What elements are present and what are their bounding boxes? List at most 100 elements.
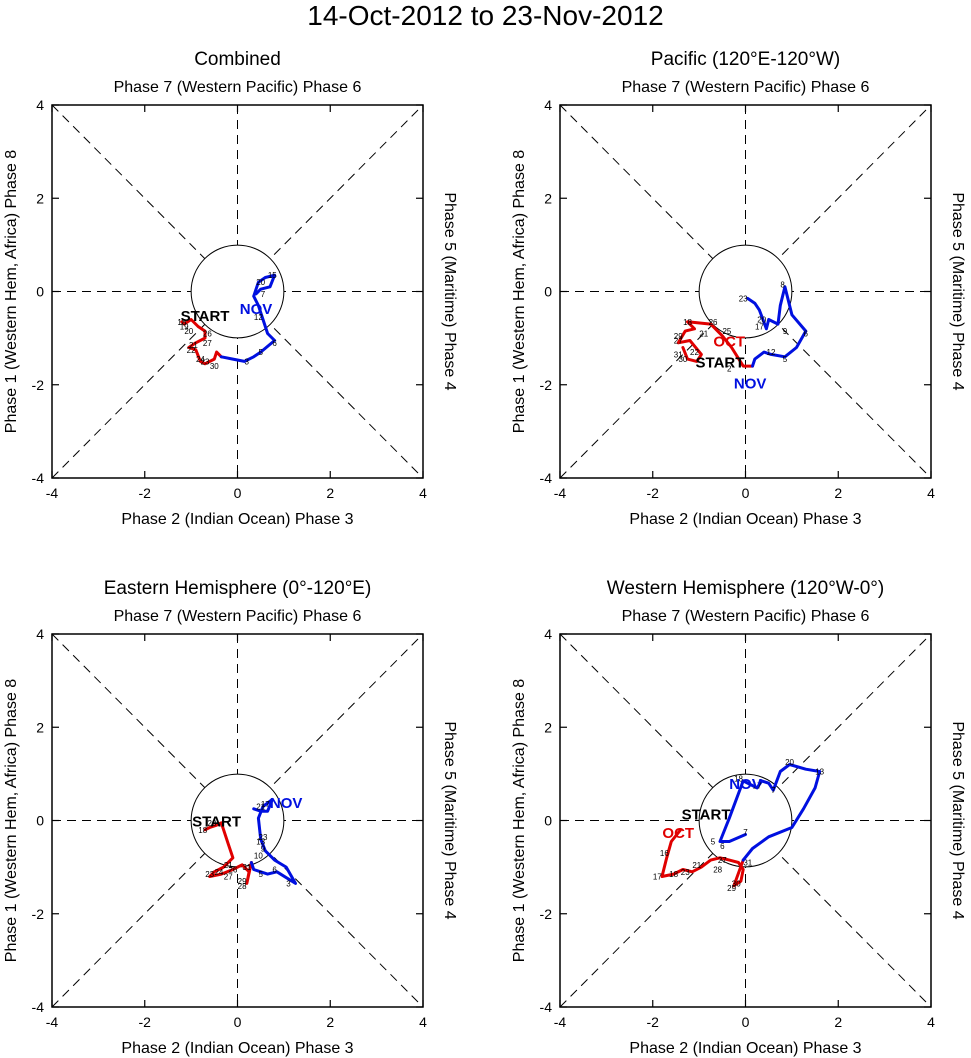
- day-label: 19: [180, 322, 189, 331]
- day-label: 27: [224, 872, 233, 881]
- y-tick-label: 0: [544, 284, 552, 300]
- day-label: 20: [757, 315, 766, 324]
- x-tick-label: 0: [234, 485, 242, 501]
- day-label: 17: [753, 782, 762, 791]
- series-line-oct: [676, 320, 754, 368]
- top-axis-label: Phase 7 (Western Pacific) Phase 6: [622, 79, 870, 96]
- day-label: 3: [286, 879, 291, 888]
- day-label: 6: [804, 329, 809, 338]
- left-axis-label: Phase 1 (Western Hem, Africa) Phase 8: [511, 679, 528, 962]
- y-tick-label: -4: [32, 999, 45, 1015]
- day-label: 5: [258, 870, 263, 879]
- day-label: 6: [720, 842, 725, 851]
- x-tick-label: 4: [927, 1014, 935, 1030]
- y-tick-label: -2: [32, 906, 45, 922]
- day-label: 29: [727, 884, 736, 893]
- x-tick-label: -4: [554, 1014, 567, 1030]
- day-label: 30: [210, 362, 219, 371]
- day-label: 23: [201, 357, 210, 366]
- day-label: 9: [261, 844, 266, 853]
- day-label: 25: [722, 327, 731, 336]
- day-label: 20: [184, 327, 193, 336]
- x-tick-label: 4: [419, 1014, 427, 1030]
- bottom-axis-label: Phase 2 (Indian Ocean) Phase 3: [121, 511, 353, 528]
- day-label: 16: [660, 849, 669, 858]
- y-tick-label: 0: [36, 284, 44, 300]
- day-label: 17: [755, 322, 764, 331]
- day-label: 9: [783, 327, 788, 336]
- day-label: 31: [242, 863, 251, 872]
- panel-1: Combined Phase 7 (Western Pacific) Phase …: [3, 49, 458, 528]
- day-label: 30: [732, 879, 741, 888]
- x-tick-label: -4: [46, 1014, 59, 1030]
- right-axis-label: Phase 5 (Maritime) Phase 4: [441, 721, 458, 919]
- x-tick-label: 2: [834, 1014, 842, 1030]
- unit-circle: [698, 773, 793, 868]
- day-label: 6: [272, 339, 277, 348]
- day-label: 7: [261, 290, 266, 299]
- day-label: 3: [245, 357, 250, 366]
- y-tick-label: 4: [544, 626, 552, 642]
- main-title: 14-Oct-2012 to 23-Nov-2012: [307, 0, 664, 31]
- left-axis-label: Phase 1 (Western Hem, Africa) Phase 8: [511, 150, 528, 433]
- x-tick-label: -4: [554, 485, 567, 501]
- day-label: 28: [713, 865, 722, 874]
- day-label: 6: [272, 865, 277, 874]
- day-label: 21: [692, 861, 701, 870]
- day-label: 31: [743, 858, 752, 867]
- start-label: START: [181, 308, 230, 325]
- x-tick-label: 4: [927, 485, 935, 501]
- day-label: 17: [653, 872, 662, 881]
- panel-2: Pacific (120°E-120°W) Phase 7 (Western Pa…: [511, 49, 966, 528]
- y-tick-label: -4: [32, 470, 45, 486]
- series-line-oct: [660, 828, 745, 888]
- day-label: 23: [681, 868, 690, 877]
- day-label: 27: [203, 339, 212, 348]
- day-label: 23: [259, 833, 268, 842]
- day-label: 24: [196, 355, 205, 364]
- day-label: 22: [187, 346, 196, 355]
- day-label: 21: [256, 803, 265, 812]
- panel-4: Western Hemisphere (120°W-0°) Phase 7 (We…: [511, 578, 966, 1057]
- y-tick-label: -4: [540, 999, 553, 1015]
- day-label: 18: [669, 870, 678, 879]
- y-tick-label: 4: [36, 97, 44, 113]
- series-line-oct: [203, 821, 253, 885]
- panel-3: Eastern Hemisphere (0°-120°E) Phase 7 (We…: [3, 578, 458, 1057]
- top-axis-label: Phase 7 (Western Pacific) Phase 6: [114, 79, 362, 96]
- y-tick-label: -2: [32, 377, 45, 393]
- right-axis-label: Phase 5 (Maritime) Phase 4: [949, 721, 966, 919]
- right-axis-label: Phase 5 (Maritime) Phase 4: [949, 192, 966, 390]
- right-axis-label: Phase 5 (Maritime) Phase 4: [441, 192, 458, 390]
- bottom-axis-label: Phase 2 (Indian Ocean) Phase 3: [121, 1040, 353, 1057]
- day-label: 10: [254, 851, 263, 860]
- month-label: OCT: [662, 825, 694, 842]
- x-tick-label: 0: [742, 485, 750, 501]
- start-label: START: [696, 354, 745, 371]
- day-label: 2: [727, 364, 732, 373]
- x-tick-label: -2: [139, 485, 152, 501]
- day-label: 28: [238, 882, 247, 891]
- day-label: 5: [783, 355, 788, 364]
- left-axis-label: Phase 1 (Western Hem, Africa) Phase 8: [3, 679, 20, 962]
- day-label: 7: [771, 786, 776, 795]
- day-label: 20: [785, 758, 794, 767]
- x-tick-label: -2: [647, 1014, 660, 1030]
- day-label: 27: [718, 856, 727, 865]
- y-tick-label: 2: [36, 719, 44, 735]
- day-label: 26: [228, 865, 237, 874]
- month-label: NOV: [734, 375, 767, 392]
- x-tick-label: 2: [326, 485, 334, 501]
- day-label: 26: [709, 318, 718, 327]
- day-label: 18: [734, 775, 743, 784]
- month-label: OCT: [713, 333, 745, 350]
- day-label: 26: [203, 329, 212, 338]
- day-label: 31: [674, 350, 683, 359]
- y-tick-label: -2: [540, 906, 553, 922]
- day-label: 12: [254, 313, 263, 322]
- x-tick-label: -2: [139, 1014, 152, 1030]
- unit-circle: [698, 244, 793, 339]
- day-label: 5: [258, 348, 263, 357]
- day-label: 29: [674, 332, 683, 341]
